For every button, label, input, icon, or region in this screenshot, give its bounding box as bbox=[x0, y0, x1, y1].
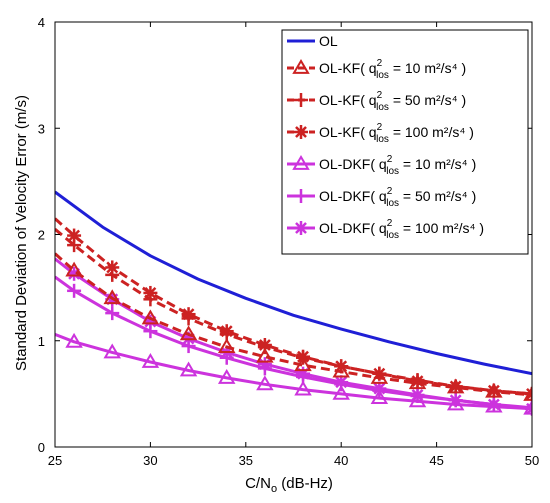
data-point bbox=[296, 366, 311, 381]
legend-label: OL-KF( q2 los = 50 m²/s⁴ ) bbox=[319, 90, 466, 113]
data-point bbox=[256, 375, 274, 391]
legend-item-0: OL bbox=[287, 33, 338, 49]
x-axis-title: C/No (dB-Hz) bbox=[245, 475, 333, 495]
data-point bbox=[179, 325, 198, 341]
data-point bbox=[141, 309, 160, 325]
legend-box bbox=[281, 29, 529, 255]
data-point bbox=[141, 353, 160, 368]
legend-item-6: OL-DKF( q2 los = 100 m²/s⁴ ) bbox=[287, 218, 484, 241]
data-point bbox=[525, 401, 532, 416]
legend-label: OL-KF( q2 los = 10 m²/s⁴ ) bbox=[319, 58, 466, 81]
data-point bbox=[217, 338, 236, 354]
x-tick-label: 50 bbox=[525, 453, 539, 468]
legend-item-1: OL-KF( q2 los = 10 m²/s⁴ ) bbox=[287, 58, 466, 81]
data-point bbox=[219, 324, 234, 339]
data-point bbox=[408, 392, 427, 408]
y-tick-label: 3 bbox=[38, 121, 45, 136]
data-point bbox=[410, 387, 425, 402]
legend-marker bbox=[294, 93, 308, 107]
legend-label: OL bbox=[319, 33, 338, 49]
legend-label: OL-KF( q2 los = 100 m²/s⁴ ) bbox=[319, 122, 474, 145]
legend-marker bbox=[294, 125, 308, 139]
data-point bbox=[486, 397, 501, 412]
data-point bbox=[181, 307, 196, 322]
legend-marker bbox=[292, 155, 310, 170]
legend-label: OL-DKF( q2 los = 50 m²/s⁴ ) bbox=[319, 186, 476, 209]
data-point bbox=[370, 389, 389, 405]
data-point bbox=[334, 375, 349, 390]
data-point bbox=[103, 289, 121, 305]
legend-marker bbox=[294, 221, 308, 235]
y-tick-label: 1 bbox=[38, 334, 45, 349]
plot-area bbox=[55, 190, 532, 416]
x-tick-label: 45 bbox=[429, 453, 443, 468]
series-line bbox=[55, 333, 532, 411]
legend-item-5: OL-DKF( q2 los = 50 m²/s⁴ ) bbox=[287, 186, 476, 209]
series-0 bbox=[55, 190, 532, 376]
data-point bbox=[105, 260, 120, 275]
data-point bbox=[372, 366, 387, 381]
data-point bbox=[332, 384, 350, 400]
x-tick-label: 35 bbox=[239, 453, 253, 468]
legend-item-3: OL-KF( q2 los = 100 m²/s⁴ ) bbox=[287, 122, 474, 145]
legend-item-2: OL-KF( q2 los = 50 m²/s⁴ ) bbox=[287, 90, 466, 113]
data-point bbox=[410, 374, 425, 389]
data-point bbox=[294, 380, 312, 396]
series-4 bbox=[55, 332, 532, 415]
data-point bbox=[67, 228, 82, 243]
data-point bbox=[179, 361, 198, 377]
series-line bbox=[55, 190, 532, 376]
x-tick-label: 40 bbox=[334, 453, 348, 468]
data-point bbox=[105, 306, 120, 321]
data-point bbox=[334, 359, 349, 374]
data-point bbox=[65, 261, 83, 277]
data-point bbox=[217, 368, 236, 384]
data-point bbox=[525, 386, 532, 401]
y-tick-label: 0 bbox=[38, 440, 45, 455]
legend-label: OL-DKF( q2 los = 10 m²/s⁴ ) bbox=[319, 154, 476, 177]
y-tick-label: 4 bbox=[38, 15, 45, 30]
data-point bbox=[257, 338, 272, 352]
data-point bbox=[143, 285, 158, 300]
data-point bbox=[103, 343, 121, 359]
legend-item-4: OL-DKF( q2 los = 10 m²/s⁴ ) bbox=[287, 154, 476, 177]
data-point bbox=[65, 332, 83, 348]
data-point bbox=[296, 349, 311, 364]
data-point bbox=[67, 283, 82, 298]
x-tick-label: 25 bbox=[48, 453, 62, 468]
legend-label: OL-DKF( q2 los = 100 m²/s⁴ ) bbox=[319, 218, 484, 241]
legend-marker bbox=[294, 189, 308, 203]
data-point bbox=[448, 379, 463, 394]
y-tick-label: 2 bbox=[38, 228, 45, 243]
data-point bbox=[372, 381, 387, 396]
legend: OL OL-KF( q2 los = 10 m²/s⁴ ) OL-KF( q2 los … bbox=[281, 29, 529, 255]
data-point bbox=[294, 356, 312, 372]
legend-marker bbox=[292, 59, 310, 74]
x-tick-label: 30 bbox=[143, 453, 157, 468]
data-point bbox=[448, 393, 463, 408]
y-axis-title: Standard Deviation of Velocity Error (m/… bbox=[13, 95, 30, 371]
axes: 25 30 35 40 45 50 0 1 2 3 4 bbox=[38, 15, 539, 468]
series-3 bbox=[55, 217, 532, 401]
data-point bbox=[256, 347, 274, 363]
data-point bbox=[486, 383, 501, 398]
